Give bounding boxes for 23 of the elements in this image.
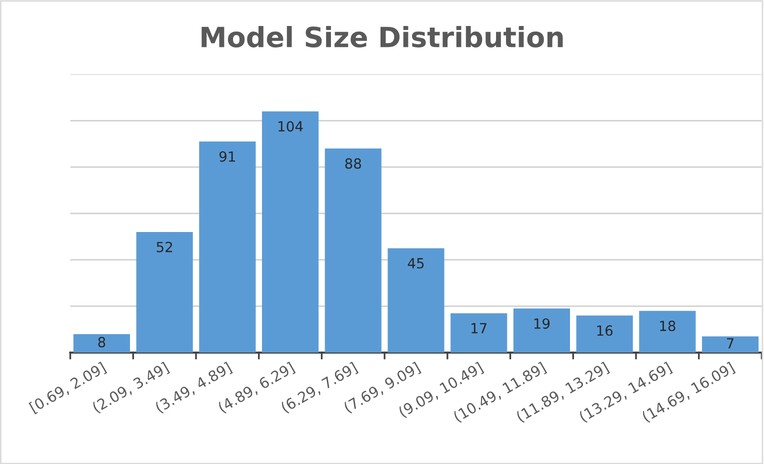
data-label: 91 (219, 151, 235, 162)
chart-title: Model Size Distribution (202, 26, 563, 48)
data-label: 7 (727, 338, 734, 348)
bar (324, 148, 382, 353)
bar (702, 336, 759, 353)
data-label: 8 (98, 336, 106, 348)
bar (513, 308, 570, 353)
bar (450, 313, 508, 353)
data-label: 52 (156, 242, 172, 252)
bar (136, 232, 193, 353)
data-label: 17 (472, 323, 487, 334)
data-label: 18 (660, 320, 676, 332)
bar (199, 142, 256, 353)
bar (73, 334, 130, 353)
bar (262, 111, 319, 353)
bar (388, 248, 444, 353)
data-label: 88 (345, 158, 362, 169)
data-label: 45 (408, 258, 424, 269)
bar (639, 310, 696, 353)
data-label: 19 (534, 318, 550, 329)
data-label: 16 (597, 325, 613, 336)
data-label: 104 (278, 121, 303, 132)
bar (576, 316, 633, 353)
